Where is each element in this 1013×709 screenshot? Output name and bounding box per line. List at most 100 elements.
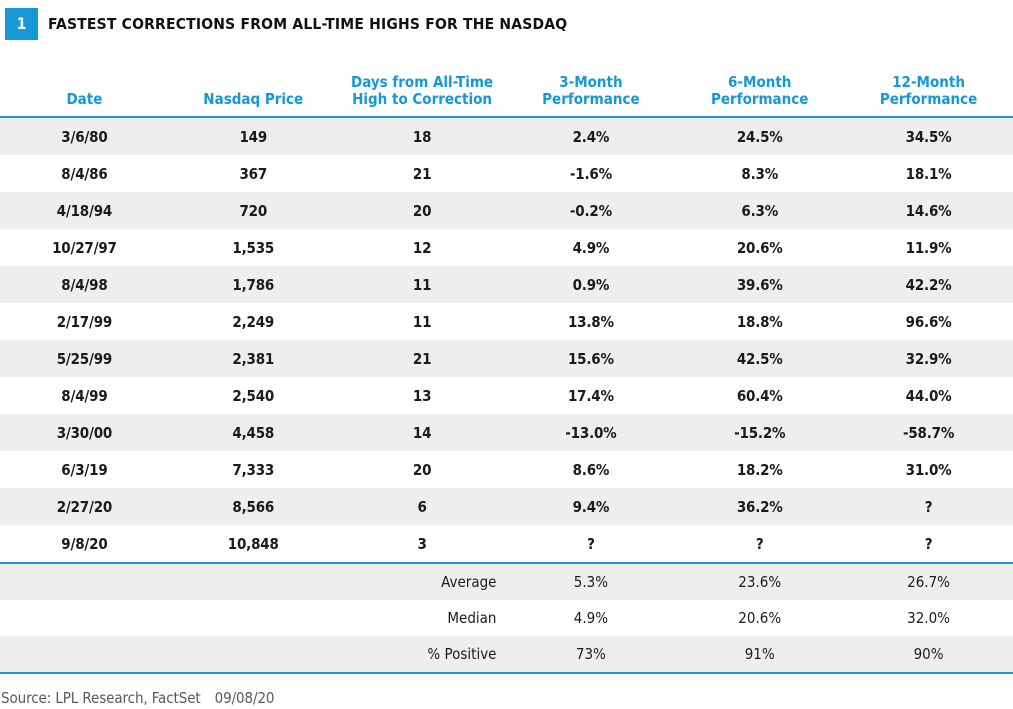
- cell: 21: [412, 164, 432, 183]
- summary-label: Average: [441, 573, 497, 591]
- cell: 4/18/94: [56, 201, 113, 220]
- cell: 18.8%: [736, 312, 783, 331]
- header-row: Date Nasdaq Price Days from All-Time High …: [0, 54, 1013, 118]
- cell: [169, 600, 338, 636]
- cell: ?: [924, 497, 933, 516]
- figure-header: 1 FASTEST CORRECTIONS FROM ALL-TIME HIGH…: [0, 0, 1013, 42]
- cell: ?: [506, 525, 676, 564]
- cell: 1,535: [232, 238, 275, 257]
- cell: 6.3%: [741, 201, 779, 220]
- cell: ?: [844, 525, 1013, 564]
- cell: 4,458: [232, 423, 275, 442]
- cell: 2,381: [232, 349, 275, 368]
- cell: 42.5%: [736, 349, 783, 368]
- cell: [0, 563, 169, 600]
- cell: 39.6%: [736, 275, 783, 294]
- cell: 10/27/97: [52, 238, 117, 257]
- cell: ?: [675, 525, 845, 564]
- summary-row: Average 5.3% 23.6% 26.7%: [0, 563, 1013, 600]
- cell: 18.1%: [905, 164, 952, 183]
- cell: 26.7%: [907, 573, 950, 591]
- cell: 11: [412, 275, 432, 294]
- cell: 20.6%: [738, 609, 782, 627]
- table-row: 2/17/99 2,249 11 13.8% 18.8% 96.6%: [0, 303, 1013, 340]
- source-note: Source: LPL Research, FactSet 09/08/20: [0, 689, 1013, 707]
- column-header: Date: [0, 54, 169, 118]
- table-row: 9/8/20 10,848 3???: [0, 525, 1013, 564]
- column-header-label: 3-Month Performance: [542, 72, 640, 108]
- column-header: Nasdaq Price: [168, 54, 338, 118]
- summary-label: Median: [447, 609, 497, 627]
- cell: 10,848: [168, 525, 338, 564]
- cell: 4.9%: [572, 238, 610, 257]
- cell: 60.4%: [736, 386, 783, 405]
- table-row: 8/4/86 367 21 -1.6% 8.3% 18.1%: [0, 155, 1013, 192]
- cell: 32.0%: [907, 609, 950, 627]
- cell: 23.6%: [738, 573, 782, 591]
- cell: 8,566: [232, 497, 275, 516]
- cell: 11: [412, 312, 432, 331]
- table-header: Date Nasdaq Price Days from All-Time High …: [0, 54, 1013, 118]
- cell: -1.6%: [569, 164, 612, 183]
- cell: 8.3%: [741, 164, 779, 183]
- cell: 3/6/80: [61, 127, 108, 146]
- cell: 2/27/20: [56, 497, 113, 516]
- cell: 8/4/98: [61, 275, 108, 294]
- column-header-label: 6-Month Performance: [711, 72, 809, 108]
- summary-label: % Positive: [337, 636, 507, 674]
- cell: 5/25/99: [56, 349, 113, 368]
- column-header: 12-Month Performance: [844, 54, 1013, 118]
- cell: 14.6%: [905, 201, 952, 220]
- cell: 32.9%: [905, 349, 952, 368]
- cell: 3: [337, 525, 507, 564]
- table-row: 2/27/20 8,566 6 9.4% 36.2%?: [0, 488, 1013, 525]
- cell: 0.9%: [572, 275, 610, 294]
- table-row: 10/27/97 1,535 12 4.9% 20.6% 11.9%: [0, 229, 1013, 266]
- cell: 12: [412, 238, 432, 257]
- cell: 1,786: [232, 275, 275, 294]
- cell: 96.6%: [905, 312, 952, 331]
- summary-body: Average 5.3% 23.6% 26.7% Median 4.9% 20.6% 32.0…: [0, 563, 1013, 674]
- column-header-label: Date: [66, 89, 103, 108]
- cell: 15.6%: [567, 349, 614, 368]
- cell: 91%: [675, 636, 845, 674]
- table-row: 3/30/00 4,458 14 -13.0% -15.2% -58.7%: [0, 414, 1013, 451]
- column-header: 6-Month Performance: [675, 54, 845, 118]
- column-header-label: Nasdaq Price: [203, 89, 304, 108]
- cell: 5.3%: [573, 573, 609, 591]
- cell: 367: [239, 164, 268, 183]
- cell: 13: [412, 386, 432, 405]
- cell: 18.2%: [736, 460, 783, 479]
- source-date: 09/08/20: [214, 689, 275, 707]
- table-row: 8/4/98 1,786 11 0.9% 39.6% 42.2%: [0, 266, 1013, 303]
- cell: [169, 563, 338, 600]
- cell: 6/3/19: [61, 460, 108, 479]
- cell: -58.7%: [902, 423, 955, 442]
- cell: 720: [239, 201, 268, 220]
- cell: 18: [412, 127, 432, 146]
- column-header: Days from All-Time High to Correction: [337, 54, 507, 118]
- cell: 149: [239, 127, 268, 146]
- cell: 2/17/99: [56, 312, 113, 331]
- cell: 20: [412, 201, 432, 220]
- cell: 6: [417, 497, 427, 516]
- cell: 11.9%: [905, 238, 952, 257]
- cell: 3/30/00: [56, 423, 113, 442]
- cell: 4.9%: [573, 609, 609, 627]
- column-header: 3-Month Performance: [506, 54, 676, 118]
- cell: -0.2%: [569, 201, 612, 220]
- table-body: 3/6/80 149 18 2.4% 24.5% 34.5% 8/4/86 367 21 -1.6…: [0, 117, 1013, 564]
- table-row: 4/18/94 720 20 -0.2% 6.3% 14.6%: [0, 192, 1013, 229]
- cell: 24.5%: [736, 127, 783, 146]
- cell: [168, 636, 338, 674]
- cell: 9.4%: [572, 497, 610, 516]
- source-text: Source: LPL Research, FactSet: [1, 689, 201, 707]
- cell: 17.4%: [567, 386, 614, 405]
- cell: 2,540: [232, 386, 275, 405]
- cell: 8/4/86: [61, 164, 108, 183]
- table-row: 6/3/19 7,333 20 8.6% 18.2% 31.0%: [0, 451, 1013, 488]
- cell: 9/8/20: [0, 525, 169, 564]
- corrections-table: Date Nasdaq Price Days from All-Time High …: [0, 54, 1013, 674]
- cell: [0, 636, 169, 674]
